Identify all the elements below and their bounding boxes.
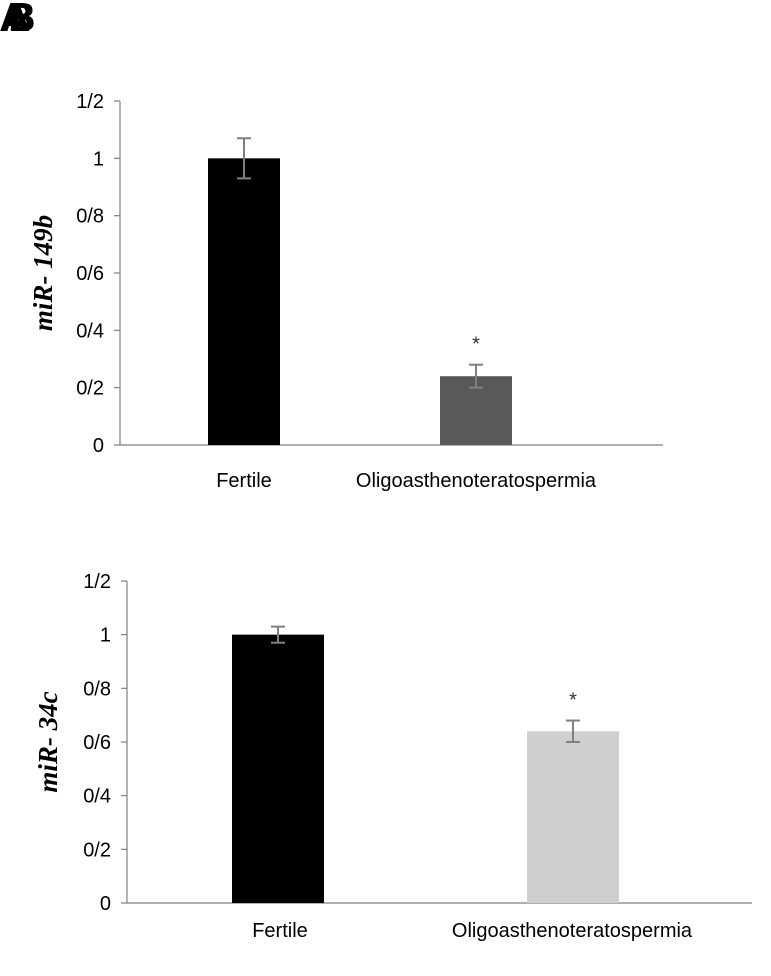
bar-0: [232, 634, 324, 903]
y-tick-label: 1: [93, 148, 104, 170]
y-tick-label: 0: [100, 893, 111, 915]
y-axis-title: miR- 149b: [28, 215, 58, 331]
y-tick-label: 1/2: [83, 571, 111, 593]
chart-mir-149b: 0 0/2 0/4 0/6 0/8 1 1/2 Fertile * Oligoasthenoter…: [28, 91, 663, 492]
y-tick-label: 0/2: [83, 839, 111, 861]
bar-1: [527, 731, 619, 903]
y-tick-label: 0/6: [76, 263, 104, 285]
significance-marker-1: *: [472, 334, 480, 356]
y-tick-label: 0/4: [76, 320, 104, 342]
y-tick-label: 0/2: [76, 378, 104, 400]
y-tick-label: 0/4: [83, 786, 111, 808]
category-label-0: Fertile: [216, 470, 272, 492]
y-axis-title: miR- 34c: [33, 691, 63, 792]
bar-0: [208, 158, 280, 446]
category-label-1: Oligoasthenoteratospermia: [452, 920, 693, 942]
category-label-1: Oligoasthenoteratospermia: [356, 470, 597, 492]
y-tick-label: 1/2: [76, 91, 104, 113]
chart-mir-34c: 0 0/2 0/4 0/6 0/8 1 1/2 Fertile * Oligoasthenoter…: [33, 571, 752, 942]
y-tick-label: 1: [100, 625, 111, 647]
y-tick-label: 0/8: [76, 206, 104, 228]
category-label-0: Fertile: [252, 920, 308, 942]
y-tick-label: 0/6: [83, 732, 111, 754]
y-tick-label: 0/8: [83, 678, 111, 700]
y-tick-label: 0: [93, 435, 104, 457]
significance-marker-1: *: [569, 690, 577, 712]
